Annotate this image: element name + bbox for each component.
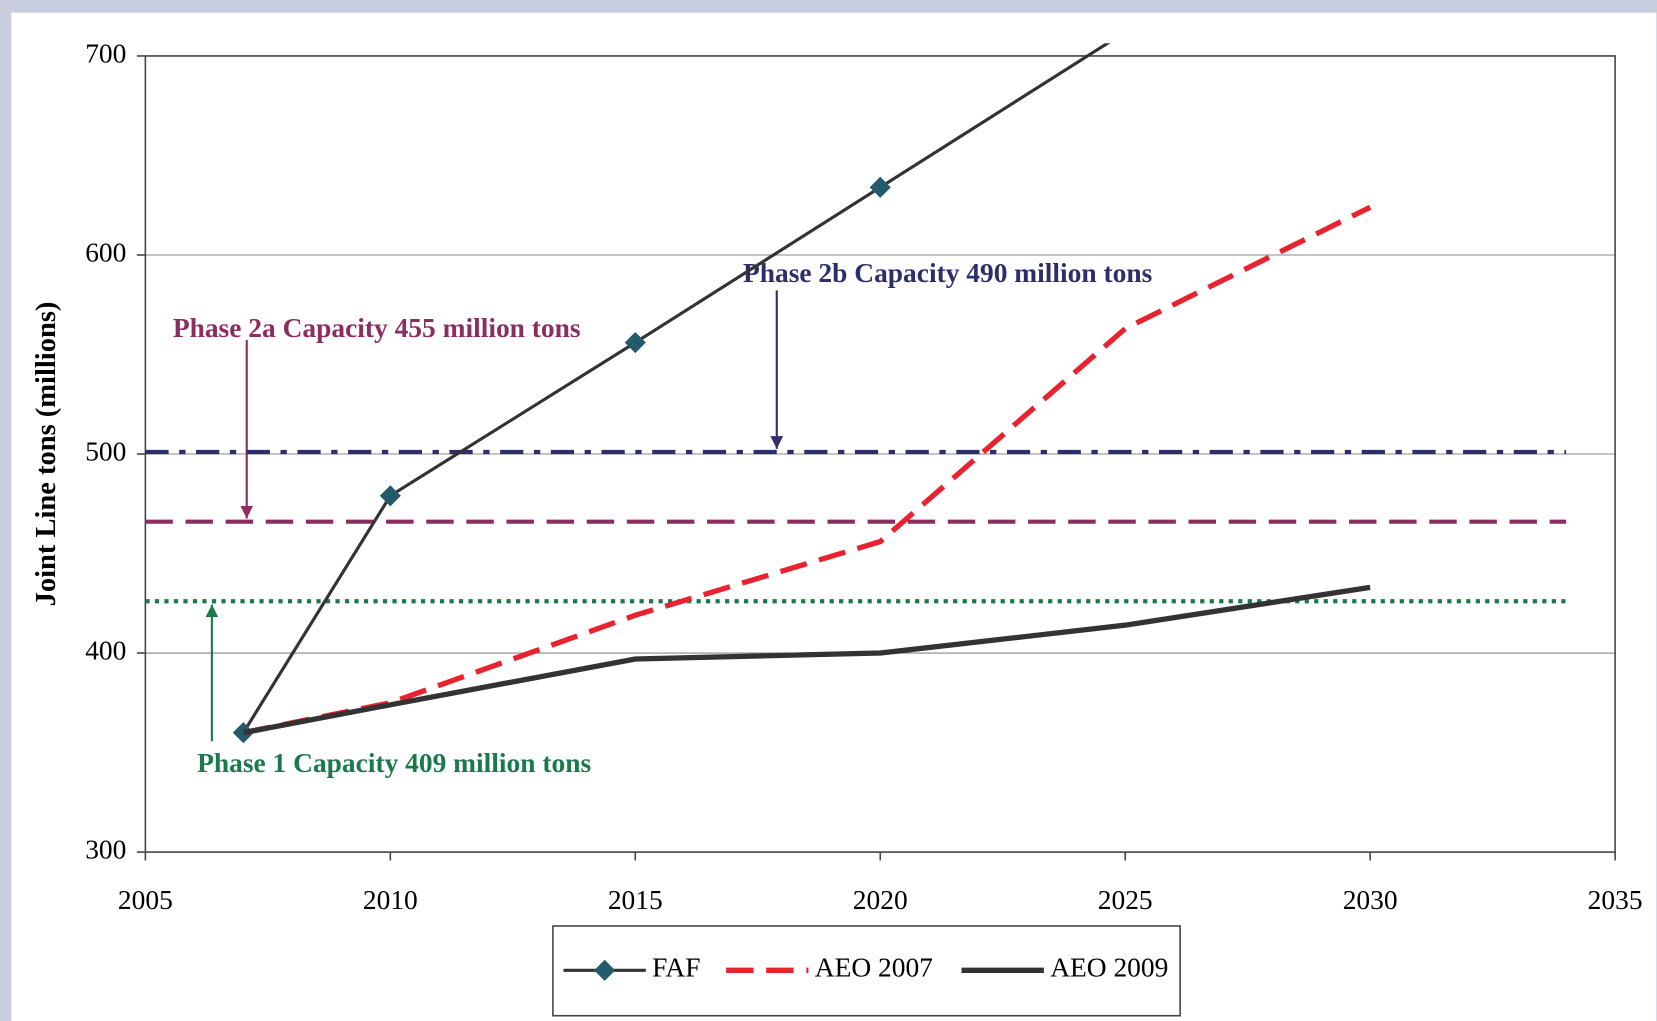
data-point <box>869 176 891 198</box>
legend-label: AEO 2007 <box>815 953 933 983</box>
y-axis-title: Joint Line tons (millions) <box>31 302 62 607</box>
x-tick-label: 2015 <box>608 885 663 915</box>
y-tick-label: 300 <box>85 834 126 864</box>
data-point <box>624 331 646 354</box>
legend-marker <box>594 959 616 981</box>
annotation: Phase 2a Capacity 455 million tons <box>173 313 581 343</box>
series-line <box>242 584 1371 736</box>
annotation: Phase 1 Capacity 409 million tons <box>197 748 591 778</box>
annotation: Phase 2b Capacity 490 million tons <box>743 258 1152 288</box>
legend-label: AEO 2009 <box>1050 953 1168 983</box>
x-tick-label: 2010 <box>363 885 418 915</box>
x-tick-label: 2030 <box>1343 885 1398 915</box>
y-tick-label: 400 <box>85 635 126 665</box>
y-tick-label: 700 <box>85 38 126 68</box>
y-tick-label: 500 <box>85 436 126 466</box>
x-tick-label: 2020 <box>853 885 908 915</box>
legend-label: FAF <box>652 953 700 983</box>
y-tick-label: 600 <box>85 237 126 267</box>
x-tick-label: 2025 <box>1098 885 1153 915</box>
x-tick-label: 2005 <box>118 885 173 915</box>
chart-panel <box>11 12 1657 1021</box>
data-point <box>379 485 401 507</box>
legend-box <box>552 925 1181 1017</box>
x-tick-label: 2035 <box>1588 885 1643 915</box>
